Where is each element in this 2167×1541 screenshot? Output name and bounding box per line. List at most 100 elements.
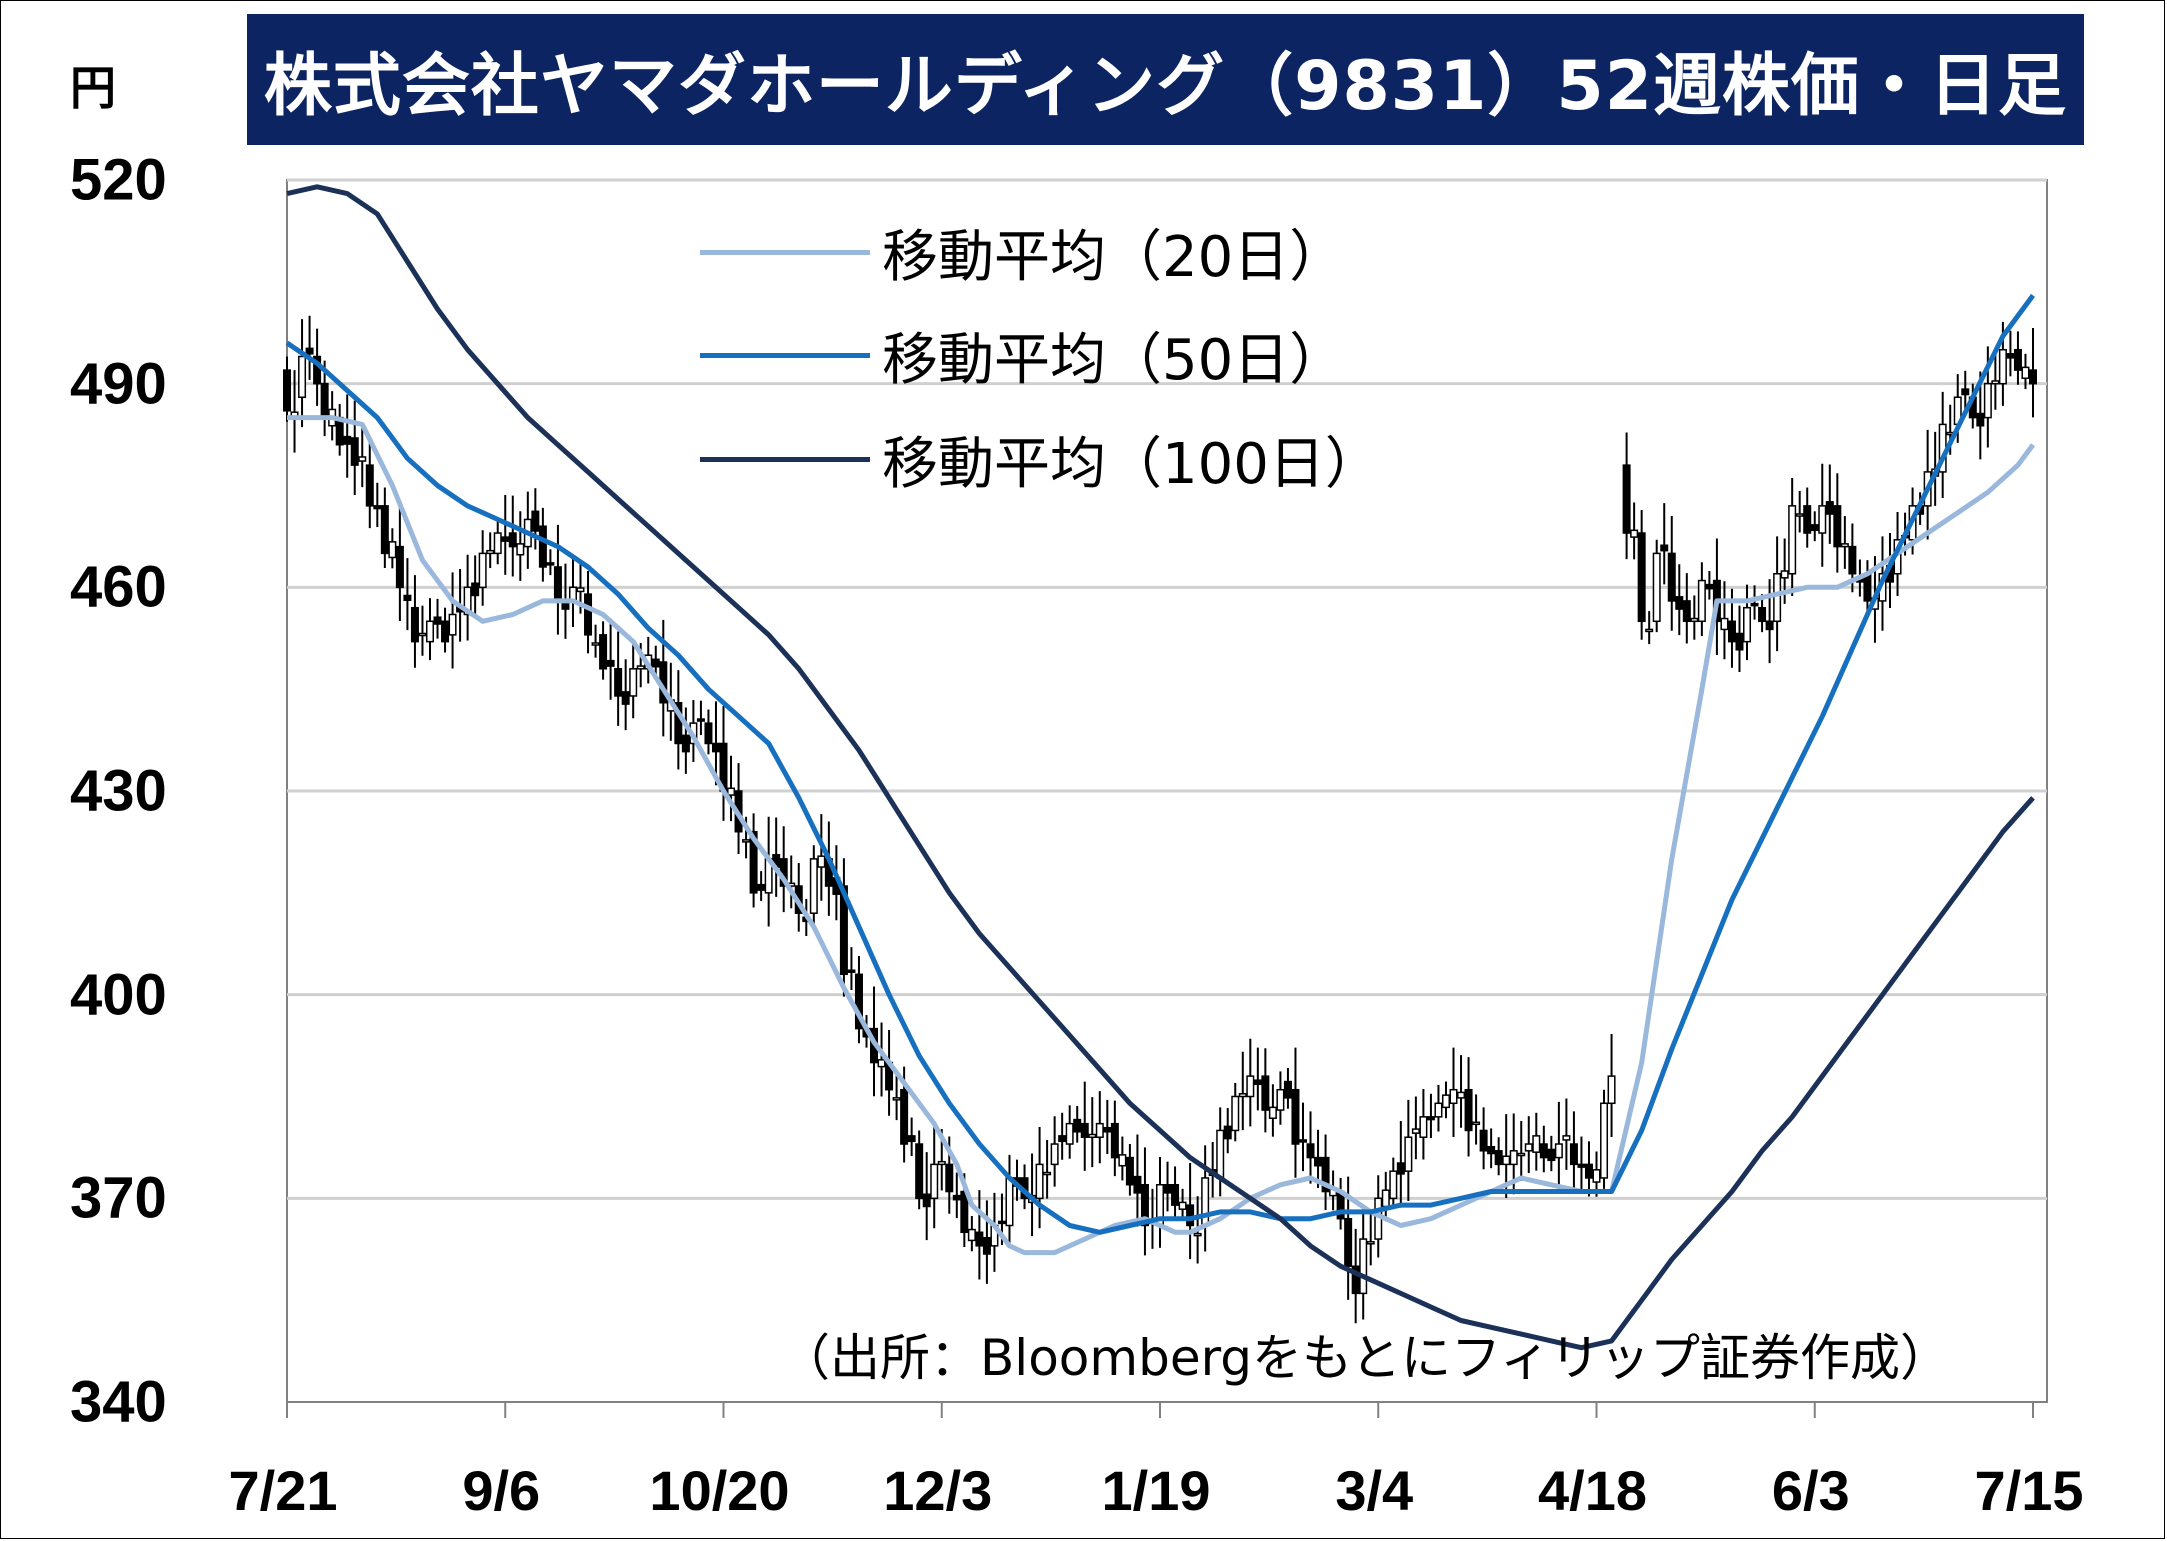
candle-body	[681, 734, 690, 753]
candle-body	[1803, 505, 1812, 534]
candle-body	[1652, 552, 1661, 623]
candle-body	[817, 855, 826, 868]
candle-body	[1291, 1088, 1300, 1145]
x-axis	[286, 1402, 2034, 1418]
candle-body	[614, 668, 623, 697]
y-tick-label: 430	[70, 758, 167, 824]
candle-body	[1178, 1201, 1187, 1210]
legend-label-ma20: 移動平均（20日）	[882, 224, 1346, 290]
y-tick-label: 490	[70, 351, 167, 417]
candle-body	[1464, 1088, 1473, 1132]
candle-body	[1088, 1133, 1097, 1138]
candle-body	[1434, 1102, 1443, 1118]
candle-body	[915, 1143, 924, 1200]
x-tick-label: 4/18	[1538, 1459, 1647, 1522]
candle-body	[1780, 570, 1789, 579]
candle-body	[975, 1231, 984, 1247]
candle-body	[621, 691, 630, 705]
candle-body	[1487, 1145, 1496, 1155]
candle-body	[1253, 1079, 1262, 1086]
candle-body	[922, 1193, 931, 1208]
candle-body	[1743, 606, 1752, 643]
candle-body	[1276, 1088, 1285, 1111]
candle-body	[576, 587, 585, 593]
candle-body	[1532, 1135, 1541, 1153]
candle-body	[283, 369, 291, 412]
candle-body	[1502, 1155, 1511, 1166]
candle-body	[1419, 1116, 1428, 1138]
legend-item-ma20: 移動平均（20日）	[700, 222, 1345, 290]
candle-body	[696, 718, 705, 722]
candle-body	[1231, 1095, 1240, 1132]
candle-body	[1381, 1189, 1390, 1208]
candle-body	[1584, 1163, 1593, 1179]
candle-body	[1509, 1150, 1518, 1166]
candle-body	[1389, 1170, 1398, 1200]
y-tick-label: 400	[70, 962, 167, 1028]
candle-body	[1095, 1122, 1104, 1138]
candle-body	[591, 642, 600, 646]
x-tick-label: 7/21	[228, 1459, 338, 1522]
candle-body	[1863, 573, 1872, 602]
legend-swatch-ma100	[700, 456, 870, 462]
candle-body	[1547, 1148, 1556, 1162]
candle-body	[1675, 596, 1684, 610]
candle-body	[1825, 501, 1834, 515]
candle-body	[1622, 464, 1631, 534]
y-tick-label: 340	[70, 1369, 167, 1435]
candle-body	[1441, 1094, 1450, 1109]
candle-body	[343, 435, 352, 445]
candle-body	[839, 885, 848, 976]
candle-body	[1554, 1143, 1563, 1159]
candle-body	[395, 545, 404, 589]
candle-body	[704, 722, 713, 745]
candle-body	[1773, 573, 1782, 623]
candle-body	[501, 536, 510, 542]
candle-body	[1411, 1128, 1420, 1134]
candle-body	[1449, 1088, 1458, 1105]
candle-body	[1261, 1075, 1270, 1111]
candle-body	[1457, 1091, 1466, 1099]
ma50-line	[285, 293, 2036, 1235]
candle-body	[508, 532, 517, 548]
candle-body	[538, 525, 547, 568]
candle-body	[1133, 1175, 1142, 1194]
candle-body	[2006, 353, 2015, 359]
candle-body	[1735, 632, 1744, 651]
x-tick-label: 12/3	[883, 1459, 993, 1522]
candle-body	[1125, 1156, 1134, 1186]
candle-body	[403, 594, 412, 601]
candle-body	[937, 1160, 946, 1166]
candle-body	[298, 355, 307, 398]
candle-body	[1592, 1169, 1601, 1183]
candle-body	[1283, 1080, 1292, 1099]
candle-body	[320, 382, 329, 419]
candle-body	[1983, 382, 1992, 419]
candle-body	[1840, 543, 1849, 548]
chart-title: 株式会社ヤマダホールディング（9831）52週株価・日足	[247, 14, 2084, 145]
candle-body	[1073, 1118, 1082, 1133]
candle-body	[441, 620, 450, 643]
candle-body	[1660, 544, 1669, 552]
candle-body	[1630, 529, 1639, 538]
candle-body	[847, 969, 856, 973]
candle-body	[1727, 620, 1736, 643]
candle-body	[1600, 1102, 1609, 1179]
candle-body	[930, 1163, 939, 1200]
candle-body	[1163, 1184, 1172, 1194]
y-unit-label: 円	[70, 61, 116, 115]
moving-averages	[285, 184, 2036, 1351]
candle-body	[1171, 1184, 1180, 1206]
y-tick-label: 520	[70, 147, 167, 213]
candle-body	[742, 839, 751, 843]
candle-body	[516, 543, 525, 556]
candle-body	[1140, 1184, 1149, 1227]
ma20-line	[287, 415, 2036, 1256]
candle-body	[388, 541, 397, 559]
candle-body	[486, 549, 495, 555]
candle-body	[636, 665, 645, 670]
candle-body	[1050, 1143, 1059, 1166]
x-tick-label: 10/20	[649, 1459, 790, 1522]
